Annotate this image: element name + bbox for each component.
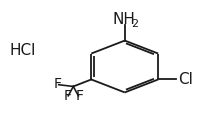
Text: 2: 2 bbox=[131, 19, 138, 29]
Text: HCl: HCl bbox=[10, 43, 36, 58]
Text: F: F bbox=[63, 90, 71, 103]
Text: NH: NH bbox=[112, 13, 135, 27]
Text: F: F bbox=[54, 77, 62, 91]
Text: Cl: Cl bbox=[178, 72, 193, 87]
Text: F: F bbox=[75, 90, 83, 103]
